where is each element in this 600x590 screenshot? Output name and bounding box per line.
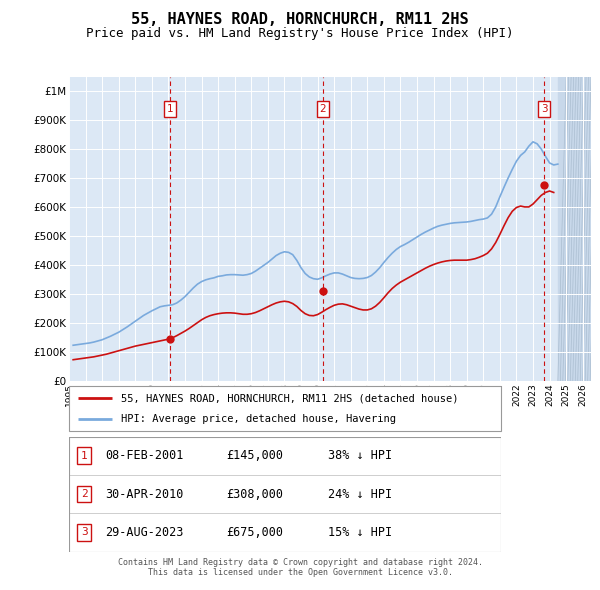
Text: 30-APR-2010: 30-APR-2010 xyxy=(106,487,184,501)
Text: 2: 2 xyxy=(81,489,88,499)
Text: 1: 1 xyxy=(167,104,173,114)
FancyBboxPatch shape xyxy=(69,386,501,431)
Text: 2: 2 xyxy=(320,104,326,114)
Text: 3: 3 xyxy=(541,104,547,114)
Text: 29-AUG-2023: 29-AUG-2023 xyxy=(106,526,184,539)
Text: £675,000: £675,000 xyxy=(226,526,283,539)
Text: 24% ↓ HPI: 24% ↓ HPI xyxy=(328,487,392,501)
Text: £308,000: £308,000 xyxy=(226,487,283,501)
Text: 08-FEB-2001: 08-FEB-2001 xyxy=(106,449,184,463)
Text: Price paid vs. HM Land Registry's House Price Index (HPI): Price paid vs. HM Land Registry's House … xyxy=(86,27,514,40)
Text: 38% ↓ HPI: 38% ↓ HPI xyxy=(328,449,392,463)
Text: 55, HAYNES ROAD, HORNCHURCH, RM11 2HS (detached house): 55, HAYNES ROAD, HORNCHURCH, RM11 2HS (d… xyxy=(121,394,458,404)
Text: HPI: Average price, detached house, Havering: HPI: Average price, detached house, Have… xyxy=(121,414,396,424)
Bar xyxy=(558,77,591,381)
Text: £145,000: £145,000 xyxy=(226,449,283,463)
Text: 3: 3 xyxy=(81,527,88,537)
Text: 15% ↓ HPI: 15% ↓ HPI xyxy=(328,526,392,539)
Text: Contains HM Land Registry data © Crown copyright and database right 2024.
This d: Contains HM Land Registry data © Crown c… xyxy=(118,558,482,577)
Text: 1: 1 xyxy=(81,451,88,461)
Text: 55, HAYNES ROAD, HORNCHURCH, RM11 2HS: 55, HAYNES ROAD, HORNCHURCH, RM11 2HS xyxy=(131,12,469,27)
